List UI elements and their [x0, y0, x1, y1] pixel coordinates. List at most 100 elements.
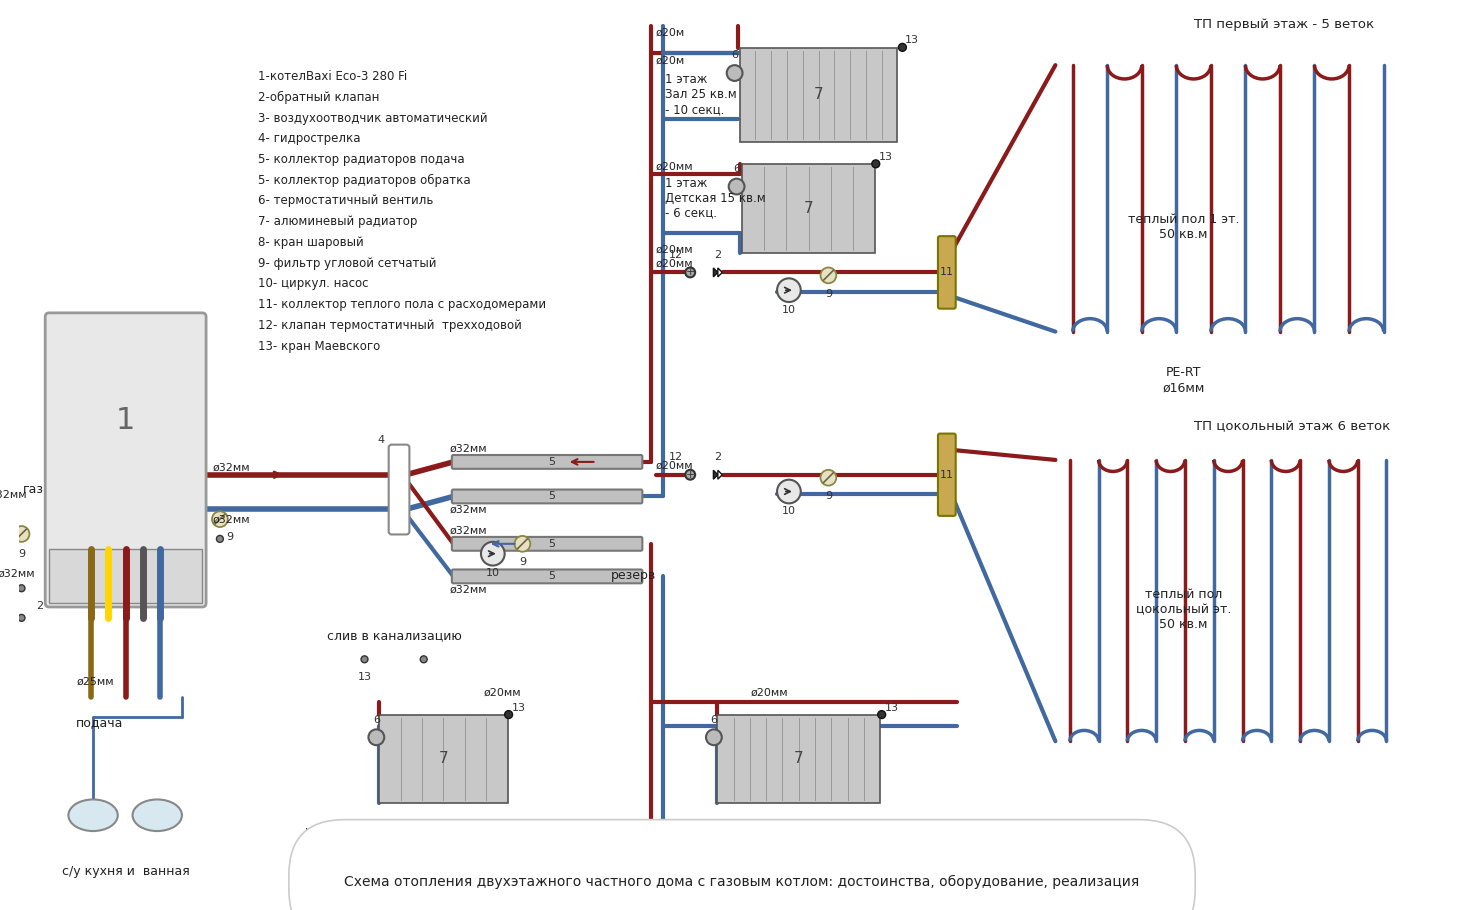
- Text: ø20мм: ø20мм: [656, 258, 693, 268]
- Text: ТП цокольный этаж 6 веток: ТП цокольный этаж 6 веток: [1194, 420, 1390, 433]
- Text: 4- гидрострелка: 4- гидрострелка: [258, 132, 360, 146]
- Circle shape: [514, 536, 530, 551]
- Text: 13: 13: [511, 703, 526, 713]
- Text: 3- воздухоотводчик автоматический: 3- воздухоотводчик автоматический: [258, 112, 488, 125]
- Text: 9: 9: [825, 491, 832, 501]
- Text: 11- коллектор теплого пола с расходомерами: 11- коллектор теплого пола с расходомера…: [258, 298, 546, 311]
- Text: 9: 9: [226, 532, 233, 542]
- Circle shape: [820, 268, 837, 283]
- Text: 10: 10: [782, 506, 795, 516]
- Text: 13- кран Маевского: 13- кран Маевского: [258, 339, 379, 352]
- Bar: [718, 714, 880, 804]
- Text: 1 этаж
Детская 15 кв.м
- 6 секц.: 1 этаж Детская 15 кв.м - 6 секц.: [665, 177, 765, 219]
- FancyBboxPatch shape: [388, 445, 409, 534]
- Text: резерв: резерв: [611, 569, 656, 581]
- Text: 5: 5: [548, 571, 555, 581]
- Bar: [379, 714, 507, 804]
- Text: ø20мм: ø20мм: [656, 461, 693, 470]
- Circle shape: [18, 585, 25, 592]
- Text: 5- коллектор радиаторов подача: 5- коллектор радиаторов подача: [258, 153, 464, 166]
- Circle shape: [776, 480, 801, 503]
- Text: 13: 13: [885, 703, 898, 713]
- Circle shape: [13, 526, 29, 541]
- Text: 7: 7: [804, 201, 813, 216]
- Circle shape: [420, 656, 428, 662]
- Text: 6- термостатичный вентиль: 6- термостатичный вентиль: [258, 195, 434, 207]
- Text: 5- коллектор радиаторов обратка: 5- коллектор радиаторов обратка: [258, 174, 470, 187]
- Text: 1: 1: [116, 406, 135, 435]
- Text: 4: 4: [378, 435, 385, 445]
- Text: ø32мм: ø32мм: [212, 463, 251, 473]
- Text: PE-RT
ø16мм: PE-RT ø16мм: [1163, 366, 1204, 394]
- Text: 7: 7: [794, 752, 804, 766]
- Text: ø32мм: ø32мм: [450, 444, 486, 454]
- Circle shape: [504, 711, 513, 719]
- Circle shape: [481, 541, 504, 565]
- Text: 12- клапан термостатичный  трехходовой: 12- клапан термостатичный трехходовой: [258, 318, 522, 332]
- Text: +: +: [686, 470, 694, 480]
- Text: 2: 2: [715, 452, 721, 462]
- Bar: [740, 48, 898, 142]
- FancyBboxPatch shape: [451, 490, 642, 503]
- Text: теплый пол 1 эт.
50 кв.м: теплый пол 1 эт. 50 кв.м: [1128, 213, 1239, 241]
- FancyBboxPatch shape: [938, 433, 955, 516]
- Text: 7- алюминевый радиатор: 7- алюминевый радиатор: [258, 215, 418, 228]
- Text: 11: 11: [941, 470, 954, 480]
- Text: 1 этаж
Зал 25 кв.м
- 10 секц.: 1 этаж Зал 25 кв.м - 10 секц.: [665, 73, 737, 116]
- Circle shape: [776, 278, 801, 302]
- Text: 10- циркул. насос: 10- циркул. насос: [258, 278, 368, 290]
- Text: 7: 7: [438, 752, 448, 766]
- Text: 2-обратный клапан: 2-обратный клапан: [258, 91, 379, 104]
- Text: ø32мм: ø32мм: [0, 490, 28, 500]
- Text: теплый пол
цокольный эт.
50 кв.м: теплый пол цокольный эт. 50 кв.м: [1135, 588, 1232, 632]
- Text: 5: 5: [548, 491, 555, 501]
- Text: 6: 6: [732, 164, 740, 174]
- Text: 5: 5: [548, 457, 555, 467]
- Text: 8- кран шаровый: 8- кран шаровый: [258, 236, 363, 249]
- Text: 11: 11: [941, 268, 954, 278]
- Text: 9: 9: [18, 549, 25, 559]
- Bar: [743, 164, 875, 253]
- FancyBboxPatch shape: [938, 236, 955, 308]
- Text: 9: 9: [825, 289, 832, 299]
- Polygon shape: [713, 268, 718, 277]
- Text: 12: 12: [668, 249, 683, 259]
- Circle shape: [728, 178, 744, 195]
- Text: цокольный этаж
10 секций: цокольный этаж 10 секций: [747, 825, 851, 853]
- Text: 10: 10: [486, 569, 500, 579]
- Text: ø32мм: ø32мм: [450, 504, 486, 514]
- Text: газ: газ: [23, 483, 44, 496]
- Circle shape: [898, 44, 907, 51]
- Text: ø20м: ø20м: [656, 27, 686, 37]
- Circle shape: [212, 511, 227, 527]
- Text: 13: 13: [905, 35, 919, 46]
- Text: ТП первый этаж - 5 веток: ТП первый этаж - 5 веток: [1194, 18, 1374, 31]
- Text: ø20м: ø20м: [656, 56, 686, 66]
- Text: 6: 6: [374, 714, 379, 724]
- Text: ø20мм: ø20мм: [483, 688, 522, 698]
- Text: 6: 6: [731, 50, 738, 60]
- Text: 12: 12: [668, 452, 683, 462]
- FancyBboxPatch shape: [451, 455, 642, 469]
- Text: 13: 13: [879, 152, 892, 162]
- Circle shape: [686, 470, 696, 480]
- Text: 9- фильтр угловой сетчатый: 9- фильтр угловой сетчатый: [258, 257, 437, 269]
- Text: с/у кухня и  ванная: с/у кухня и ванная: [62, 864, 189, 877]
- Text: 6: 6: [711, 714, 718, 724]
- Polygon shape: [718, 470, 722, 480]
- Text: цокольный этаж 6
секций: цокольный этаж 6 секций: [305, 825, 420, 853]
- Text: 13: 13: [357, 672, 372, 682]
- Text: 10: 10: [782, 305, 795, 315]
- Text: ø32мм: ø32мм: [450, 526, 486, 536]
- Text: 5: 5: [548, 539, 555, 549]
- Polygon shape: [713, 470, 718, 480]
- Text: 7: 7: [813, 87, 823, 102]
- Text: +: +: [686, 268, 694, 278]
- Text: подача: подача: [76, 716, 123, 730]
- Circle shape: [872, 160, 879, 167]
- Text: слив в канализацию: слив в канализацию: [327, 630, 461, 642]
- Text: Схема отопления двухэтажного частного дома с газовым котлом: достоинства, оборуд: Схема отопления двухэтажного частного до…: [344, 875, 1140, 889]
- Circle shape: [706, 730, 722, 745]
- Polygon shape: [718, 268, 722, 277]
- Bar: [50, 549, 202, 603]
